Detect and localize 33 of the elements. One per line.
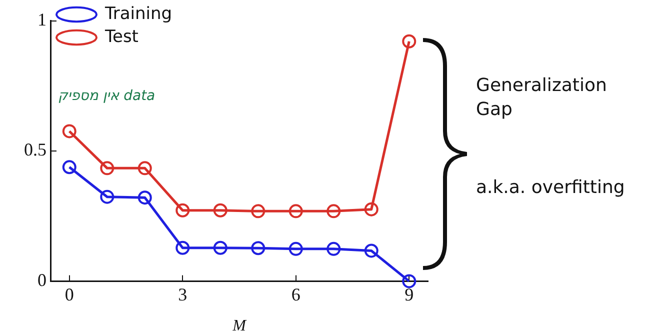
y-tick-label: 0.5 — [24, 140, 46, 160]
point — [138, 161, 152, 176]
point — [100, 190, 114, 204]
point — [176, 240, 190, 255]
x-tick-label: 3 — [178, 284, 188, 305]
point — [251, 241, 266, 256]
point — [251, 204, 266, 218]
point — [288, 204, 303, 218]
y-tick-label: 1 — [38, 10, 46, 30]
point — [176, 203, 190, 218]
point — [326, 204, 341, 218]
point — [364, 244, 378, 258]
point — [213, 240, 228, 255]
point — [62, 160, 76, 174]
point — [288, 242, 303, 256]
point — [138, 190, 152, 205]
point — [213, 203, 228, 218]
point — [364, 202, 378, 216]
x-tick-label: 9 — [404, 284, 414, 305]
x-tick-label: 0 — [64, 284, 74, 305]
legend-label: Test — [104, 26, 139, 47]
point — [100, 161, 114, 176]
y-tick-label: 0 — [38, 270, 46, 290]
point — [402, 274, 416, 288]
x-axis-title: M — [232, 318, 248, 335]
x-tick-label: 6 — [291, 284, 300, 305]
point — [326, 242, 341, 256]
text: a.k.a. overfitting — [476, 176, 625, 200]
text: Generalization Gap — [476, 74, 607, 122]
annotation: אין מספיק data — [58, 88, 156, 104]
point — [62, 124, 76, 138]
point — [402, 34, 416, 48]
legend-label: Training — [104, 4, 172, 24]
